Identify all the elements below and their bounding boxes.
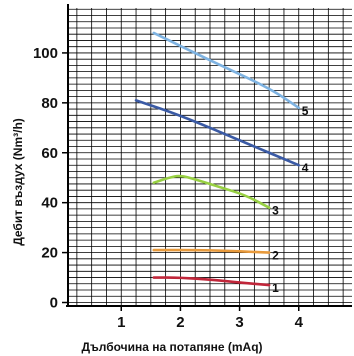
series-line-5 [152, 31, 301, 110]
y-axis-title: Дебит въздух (Nm³/h) [11, 118, 25, 246]
y-tick-label: 60 [41, 145, 58, 162]
x-tick-label: 3 [235, 314, 243, 331]
x-tick-label: 4 [295, 314, 304, 331]
series-line-4 [134, 99, 301, 167]
series-line-1 [152, 276, 271, 287]
y-tick-label: 20 [41, 245, 58, 262]
axes [62, 4, 352, 311]
y-tick-label: 80 [41, 95, 58, 112]
series-label-3: 3 [272, 204, 279, 218]
y-tick-label: 40 [41, 195, 58, 212]
grid [68, 8, 352, 305]
series-line-2 [152, 248, 271, 254]
x-tick-label: 1 [117, 314, 125, 331]
y-tick-label: 100 [33, 45, 58, 62]
series-lines [134, 31, 301, 287]
x-axis-title: Дълбочина на потапяне (mAq) [81, 340, 262, 354]
series-line-3 [152, 174, 271, 209]
series-label-2: 2 [272, 249, 279, 263]
series-label-5: 5 [302, 104, 309, 118]
x-tick-label: 2 [176, 314, 184, 331]
series-label-1: 1 [272, 281, 279, 295]
y-tick-label: 0 [50, 295, 58, 312]
series-label-4: 4 [302, 161, 309, 175]
